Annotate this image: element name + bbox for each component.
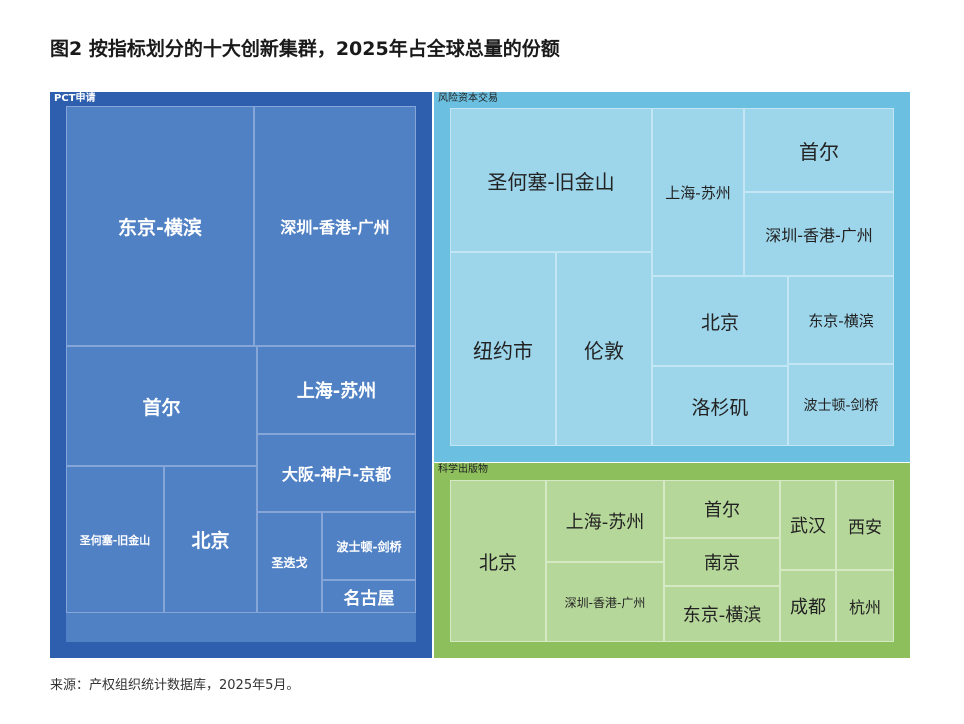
treemap-cell: 北京 xyxy=(450,480,546,642)
treemap-cell: 伦敦 xyxy=(556,252,652,446)
treemap-cell: 上海-苏州 xyxy=(257,346,416,434)
treemap-cell: 深圳-香港-广州 xyxy=(254,106,416,346)
panel-label: 风险资本交易 xyxy=(438,93,498,104)
panel-label: 科学出版物 xyxy=(438,464,488,475)
treemap-cell: 波士顿-剑桥 xyxy=(322,512,416,580)
treemap-cell: 东京-横滨 xyxy=(66,106,254,346)
treemap-cell: 大阪-神户-京都 xyxy=(257,434,416,512)
treemap-cell: 深圳-香港-广州 xyxy=(546,562,664,642)
treemap-cell: 首尔 xyxy=(664,480,780,538)
treemap-cell: 圣何塞-旧金山 xyxy=(66,466,164,613)
treemap-cell: 武汉 xyxy=(780,480,836,570)
treemap-cell: 深圳-香港-广州 xyxy=(744,192,894,276)
treemap-cell: 成都 xyxy=(780,570,836,642)
treemap-cell: 洛杉矶 xyxy=(652,366,788,446)
treemap-cell: 名古屋 xyxy=(322,580,416,613)
treemap-cell: 北京 xyxy=(164,466,257,613)
treemap-cell: 东京-横滨 xyxy=(788,276,894,364)
treemap-cell: 波士顿-剑桥 xyxy=(788,364,894,446)
treemap-cell: 纽约市 xyxy=(450,252,556,446)
treemap-cell: 北京 xyxy=(652,276,788,366)
panel-label: PCT申请 xyxy=(54,93,96,104)
treemap-cell: 上海-苏州 xyxy=(652,108,744,276)
treemap-cell: 圣迭戈 xyxy=(257,512,322,613)
treemap-cell: 首尔 xyxy=(744,108,894,192)
treemap-cell: 南京 xyxy=(664,538,780,586)
treemap-cell: 圣何塞-旧金山 xyxy=(450,108,652,252)
treemap-cell: 东京-横滨 xyxy=(664,586,780,642)
treemap-cell: 杭州 xyxy=(836,570,894,642)
treemap-cell: 首尔 xyxy=(66,346,257,466)
treemap-cell: 西安 xyxy=(836,480,894,570)
chart-title: 图2 按指标划分的十大创新集群，2025年占全球总量的份额 xyxy=(50,38,560,60)
treemap-cell: 上海-苏州 xyxy=(546,480,664,562)
source-note: 来源：产权组织统计数据库，2025年5月。 xyxy=(50,678,300,693)
